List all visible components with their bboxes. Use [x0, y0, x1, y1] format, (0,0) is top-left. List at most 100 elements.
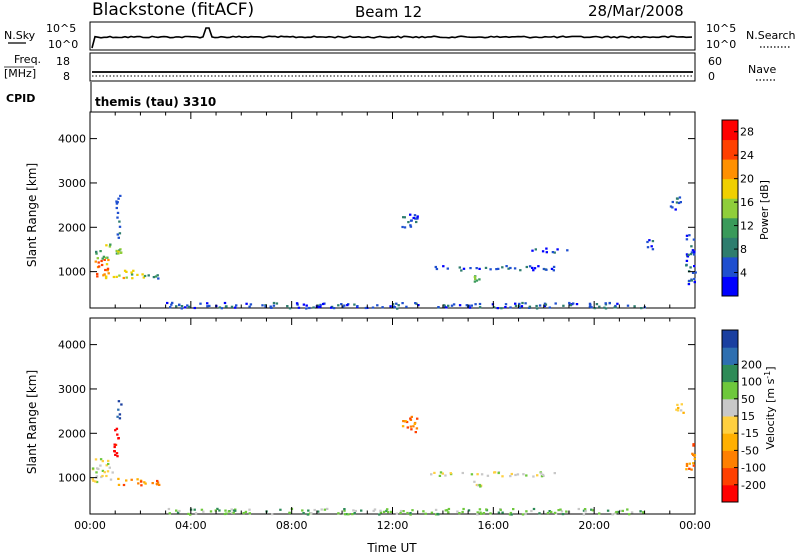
- data-cell-7: [613, 306, 616, 309]
- data-cell-6: [553, 511, 557, 514]
- data-cell-8: [473, 280, 477, 283]
- data-cell-9: [412, 425, 415, 428]
- data-cell-7: [603, 306, 606, 309]
- data-cell-1: [96, 257, 99, 260]
- data-cell-11: [531, 249, 534, 252]
- data-cell-9: [462, 267, 466, 270]
- data-cell-10: [685, 462, 689, 466]
- velocity-colorbar-tick-label: 15: [741, 410, 755, 423]
- data-cell-6: [379, 509, 382, 512]
- data-cell-7: [616, 302, 619, 305]
- data-cell-9: [434, 265, 437, 269]
- data-cell-10: [690, 468, 693, 471]
- power-data: [94, 194, 697, 310]
- data-cell-6: [279, 508, 282, 511]
- data-cell-6: [224, 509, 227, 512]
- data-cell-13: [685, 234, 689, 237]
- data-cell-9: [401, 425, 405, 428]
- data-cell-4: [142, 276, 145, 279]
- data-cell-3: [108, 245, 112, 248]
- data-cell-6: [320, 508, 323, 511]
- data-cell-13: [689, 253, 693, 256]
- data-cell-9: [509, 266, 512, 270]
- data-cell-6: [521, 513, 525, 516]
- data-cell-6: [227, 510, 231, 513]
- data-cell-6: [479, 512, 483, 515]
- data-cell-13: [685, 238, 689, 241]
- data-cell-11: [675, 408, 678, 411]
- data-cell-7: [633, 305, 636, 308]
- velocity-colorbar-segment: [722, 381, 738, 400]
- data-cell-6: [557, 509, 560, 512]
- data-cell-6: [234, 508, 237, 511]
- data-cell-7: [199, 302, 202, 305]
- data-cell-7: [305, 304, 308, 307]
- data-cell-1: [101, 257, 104, 260]
- data-cell-6: [248, 508, 251, 511]
- power-colorbar-tick-label: 28: [740, 126, 754, 139]
- xtick-label: 04:00: [175, 519, 207, 532]
- power-colorbar-label: Power [dB]: [758, 180, 771, 240]
- xtick-label: 00:00: [74, 519, 106, 532]
- data-cell-6: [189, 513, 192, 516]
- data-cell-7: [521, 301, 524, 305]
- data-cell-0: [108, 466, 111, 469]
- data-cell-6: [231, 511, 234, 514]
- data-cell-7: [433, 471, 436, 474]
- data-cell-7: [438, 474, 442, 477]
- data-cell-6: [178, 509, 181, 513]
- data-cell-7: [568, 301, 571, 305]
- nsky-panel-frame: [89, 21, 696, 51]
- ytick-label: 2000: [58, 221, 86, 234]
- data-cell-7: [544, 303, 548, 306]
- velocity-colorbar-segment: [722, 330, 738, 348]
- data-cell-7: [364, 306, 368, 310]
- data-cell-11: [551, 251, 555, 254]
- data-cell-12: [651, 248, 655, 251]
- data-cell-14: [671, 200, 674, 204]
- data-cell-7: [598, 305, 601, 308]
- data-cell-7: [604, 302, 607, 305]
- data-cell-9: [550, 267, 554, 270]
- data-cell-13: [688, 234, 691, 237]
- power-colorbar-tick-label: 12: [740, 220, 754, 233]
- data-cell-7: [414, 302, 417, 305]
- data-cell-6: [590, 508, 593, 511]
- data-cell-13: [694, 271, 697, 274]
- data-cell-6: [354, 509, 357, 513]
- data-cell-7: [175, 305, 178, 308]
- data-cell-7: [538, 304, 542, 307]
- data-cell-7: [405, 305, 408, 308]
- data-cell-14: [678, 196, 682, 199]
- data-cell-7: [376, 304, 379, 307]
- data-cell-7: [395, 302, 398, 305]
- data-cell-3: [118, 249, 121, 252]
- data-cell-4: [131, 277, 134, 280]
- data-cell-0: [106, 269, 109, 272]
- data-cell-10: [402, 216, 405, 219]
- data-cell-11: [566, 249, 569, 252]
- data-cell-10: [409, 219, 413, 222]
- data-cell-2: [143, 481, 146, 484]
- power-colorbar-segment: [722, 198, 738, 219]
- data-cell-7: [517, 305, 521, 308]
- data-cell-6: [313, 508, 316, 512]
- data-cell-2: [117, 483, 121, 486]
- data-cell-10: [412, 216, 415, 220]
- data-cell-10: [409, 224, 412, 227]
- data-cell-11: [556, 248, 559, 251]
- data-cell-6: [456, 510, 459, 513]
- data-cell-4: [141, 273, 144, 276]
- velocity-colorbar-segment: [722, 364, 738, 383]
- data-cell-0: [105, 263, 109, 266]
- data-cell-7: [536, 474, 539, 477]
- data-cell-7: [510, 472, 513, 476]
- data-cell-7: [470, 304, 473, 307]
- data-cell-2: [103, 273, 106, 276]
- data-cell-6: [467, 509, 471, 512]
- velocity-colorbar-segment: [722, 467, 738, 486]
- data-cell-7: [224, 305, 228, 308]
- data-cell-10: [692, 444, 695, 447]
- data-cell-6: [497, 511, 501, 514]
